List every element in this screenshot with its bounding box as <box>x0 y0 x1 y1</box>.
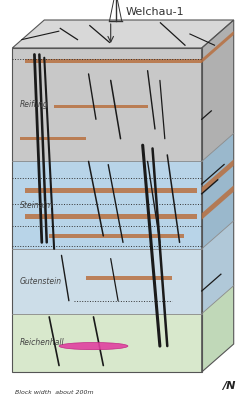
Bar <box>12 161 202 249</box>
Bar <box>54 104 148 108</box>
Bar <box>20 137 86 140</box>
Bar <box>12 249 202 314</box>
Text: Reifling: Reifling <box>20 100 48 109</box>
Bar <box>12 314 202 372</box>
Polygon shape <box>202 221 234 314</box>
Bar <box>12 48 202 372</box>
Polygon shape <box>202 185 234 220</box>
Bar <box>25 188 197 193</box>
Bar <box>12 48 202 161</box>
Bar <box>25 214 197 219</box>
Text: /N: /N <box>222 381 235 391</box>
Bar <box>25 59 202 62</box>
Text: Welchau-1: Welchau-1 <box>126 7 184 17</box>
Polygon shape <box>202 286 234 372</box>
Polygon shape <box>12 20 234 48</box>
Text: Steinalm: Steinalm <box>20 201 53 210</box>
Text: Reichenhall: Reichenhall <box>20 338 64 347</box>
Text: Block width  about 200m: Block width about 200m <box>15 390 93 394</box>
Bar <box>49 234 184 238</box>
Polygon shape <box>202 159 234 194</box>
Ellipse shape <box>59 342 128 350</box>
Text: Gutenstein: Gutenstein <box>20 277 62 286</box>
Polygon shape <box>202 31 234 63</box>
Polygon shape <box>202 20 234 161</box>
Polygon shape <box>202 133 234 249</box>
Bar <box>86 276 172 280</box>
